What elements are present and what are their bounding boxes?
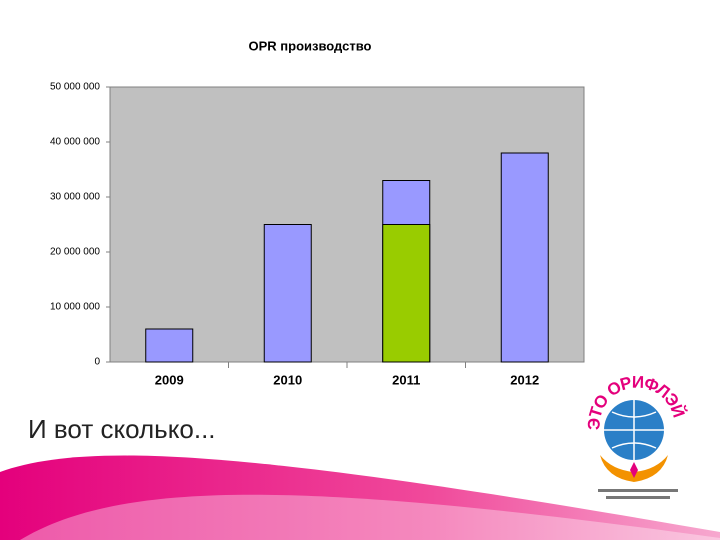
x-tick-label: 2011 <box>392 372 420 387</box>
x-tick-label: 2010 <box>273 372 302 387</box>
y-tick-label: 0 <box>94 357 100 368</box>
logo-small-print <box>598 489 678 492</box>
bar <box>500 152 549 363</box>
y-tick-label: 50 000 000 <box>50 82 100 93</box>
y-tick-label: 40 000 000 <box>50 137 100 148</box>
y-tick-label: 30 000 000 <box>50 192 100 203</box>
bar <box>145 328 194 363</box>
x-tick-label: 2012 <box>510 372 539 387</box>
y-tick-label: 10 000 000 <box>50 302 100 313</box>
chart-title: OPR производство <box>249 38 372 53</box>
bar <box>382 224 431 363</box>
swoosh-highlight <box>20 494 720 540</box>
y-tick-label: 20 000 000 <box>50 247 100 258</box>
logo-small-print <box>606 496 670 499</box>
swoosh <box>0 455 720 540</box>
x-tick-label: 2009 <box>155 372 184 387</box>
star <box>630 462 638 478</box>
caption: И вот сколько... <box>28 414 216 444</box>
hands <box>600 455 668 482</box>
globe-lines <box>604 400 664 460</box>
bar <box>263 224 312 363</box>
